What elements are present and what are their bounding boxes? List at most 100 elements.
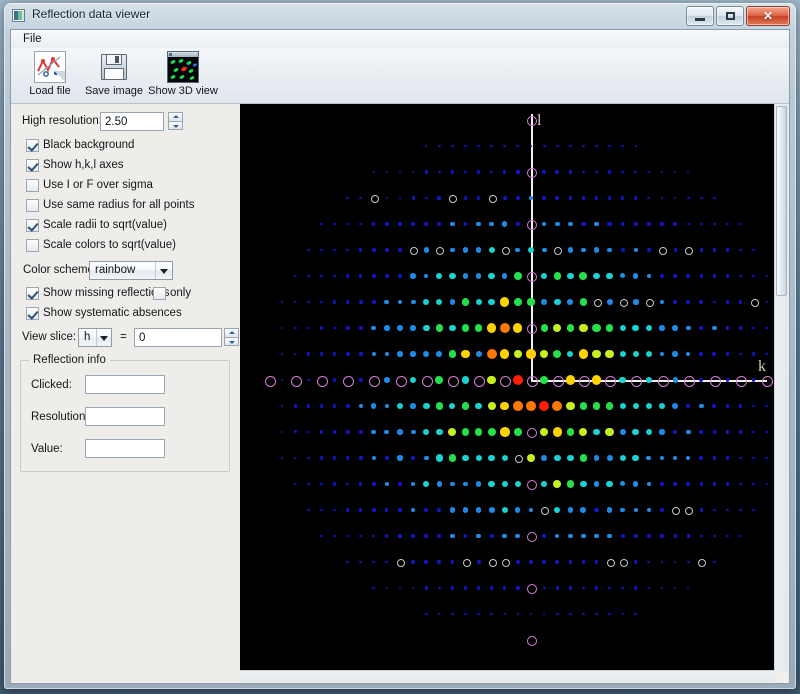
reflection-point[interactable] — [410, 481, 416, 487]
missing-reflection-marker[interactable] — [709, 375, 721, 387]
reflection-point[interactable] — [726, 222, 729, 226]
missing-reflection-marker[interactable] — [369, 375, 381, 387]
systematic-absence-marker[interactable] — [410, 247, 419, 255]
reflection-point[interactable] — [306, 378, 310, 382]
reflection-point[interactable] — [333, 248, 336, 252]
reflection-point[interactable] — [553, 479, 562, 489]
reflection-point[interactable] — [436, 299, 443, 305]
missing-reflection-marker[interactable] — [526, 479, 538, 491]
reflection-point[interactable] — [359, 222, 362, 226]
reflection-point[interactable] — [371, 455, 376, 461]
reflection-point[interactable] — [555, 560, 560, 564]
reflection-point[interactable] — [739, 222, 742, 226]
reflection-point[interactable] — [659, 299, 665, 305]
reflection-point[interactable] — [514, 428, 522, 436]
reflection-point[interactable] — [593, 247, 600, 253]
reflection-point[interactable] — [514, 480, 521, 487]
reflection-point[interactable] — [645, 376, 653, 384]
reflection-point[interactable] — [503, 170, 507, 174]
checkbox-icon[interactable] — [26, 199, 39, 212]
reflection-point[interactable] — [319, 404, 324, 408]
reflection-point[interactable] — [489, 221, 494, 227]
reflection-point[interactable] — [513, 297, 522, 306]
reflection-point[interactable] — [437, 586, 441, 590]
checkbox-black-background[interactable]: Black background — [12, 138, 240, 158]
reflection-point[interactable] — [476, 196, 481, 200]
reflection-point[interactable] — [501, 480, 508, 488]
reflection-point[interactable] — [595, 144, 598, 148]
reflection-point[interactable] — [385, 534, 389, 538]
missing-reflection-marker[interactable] — [343, 375, 355, 387]
reflection-point[interactable] — [384, 299, 390, 305]
reflection-point[interactable] — [487, 375, 497, 385]
reflection-point[interactable] — [765, 404, 769, 408]
reflection-point[interactable] — [422, 480, 430, 488]
reflection-point[interactable] — [765, 274, 768, 278]
reflection-point[interactable] — [592, 323, 601, 332]
reflection-point[interactable] — [488, 272, 496, 280]
reflection-point[interactable] — [490, 144, 493, 148]
reflection-point[interactable] — [385, 222, 389, 226]
reflection-point[interactable] — [526, 453, 536, 463]
clicked-input[interactable] — [85, 375, 165, 394]
maximize-button[interactable] — [716, 6, 744, 26]
reflection-point[interactable] — [359, 508, 363, 512]
missing-reflection-marker[interactable] — [683, 375, 695, 387]
missing-reflection-marker[interactable] — [526, 583, 538, 595]
missing-reflection-marker[interactable] — [500, 375, 512, 387]
reflection-point[interactable] — [384, 248, 389, 252]
reflection-point[interactable] — [712, 300, 716, 304]
reflection-point[interactable] — [660, 508, 664, 512]
reflection-point[interactable] — [385, 560, 389, 564]
reflection-point[interactable] — [659, 429, 665, 435]
reflection-point[interactable] — [528, 195, 534, 201]
reflection-point[interactable] — [555, 196, 560, 200]
reflection-point[interactable] — [411, 586, 415, 590]
reflection-point[interactable] — [541, 455, 548, 461]
reflection-point[interactable] — [500, 349, 510, 359]
systematic-absence-marker[interactable] — [659, 247, 667, 255]
reflection-point[interactable] — [423, 298, 430, 306]
reflection-point[interactable] — [539, 349, 549, 359]
reflection-point[interactable] — [555, 612, 559, 616]
reflection-point[interactable] — [605, 349, 614, 359]
reflection-point[interactable] — [450, 560, 454, 564]
stepper-up-icon[interactable] — [224, 328, 239, 337]
reflection-point[interactable] — [474, 428, 483, 436]
missing-reflection-marker[interactable] — [578, 375, 590, 387]
reflection-point[interactable] — [581, 586, 585, 590]
reflection-point[interactable] — [606, 272, 613, 280]
reflection-point[interactable] — [332, 456, 337, 460]
reflection-point[interactable] — [712, 222, 716, 226]
reflection-point[interactable] — [306, 300, 310, 304]
reflection-point[interactable] — [345, 351, 350, 356]
checkbox-icon[interactable] — [26, 307, 39, 320]
reflection-point[interactable] — [581, 247, 586, 253]
value-input[interactable] — [85, 439, 165, 458]
reflection-point[interactable] — [424, 612, 428, 616]
reflection-point[interactable] — [579, 272, 588, 280]
reflection-point[interactable] — [725, 430, 730, 434]
reflection-point[interactable] — [515, 533, 521, 539]
reflection-point[interactable] — [621, 170, 625, 174]
reflection-point[interactable] — [516, 586, 520, 590]
reflection-point[interactable] — [436, 351, 443, 357]
systematic-absence-marker[interactable] — [488, 195, 497, 203]
reflection-point[interactable] — [739, 274, 742, 278]
reflection-point[interactable] — [633, 299, 639, 305]
reflection-point[interactable] — [320, 508, 323, 512]
reflection-point[interactable] — [371, 351, 377, 357]
reflection-point[interactable] — [712, 248, 716, 252]
reflection-point[interactable] — [463, 586, 468, 590]
missing-reflection-marker[interactable] — [526, 271, 538, 283]
reflection-point[interactable] — [580, 480, 587, 488]
reflection-point[interactable] — [515, 559, 520, 564]
reflection-point[interactable] — [319, 430, 324, 434]
reflection-point[interactable] — [712, 430, 717, 434]
reflection-point[interactable] — [306, 430, 310, 434]
reflection-point[interactable] — [461, 349, 470, 359]
reflection-point[interactable] — [424, 170, 428, 174]
reflection-point[interactable] — [346, 274, 350, 278]
plot-vertical-scrollbar[interactable] — [774, 104, 788, 671]
reflection-point[interactable] — [608, 586, 612, 590]
